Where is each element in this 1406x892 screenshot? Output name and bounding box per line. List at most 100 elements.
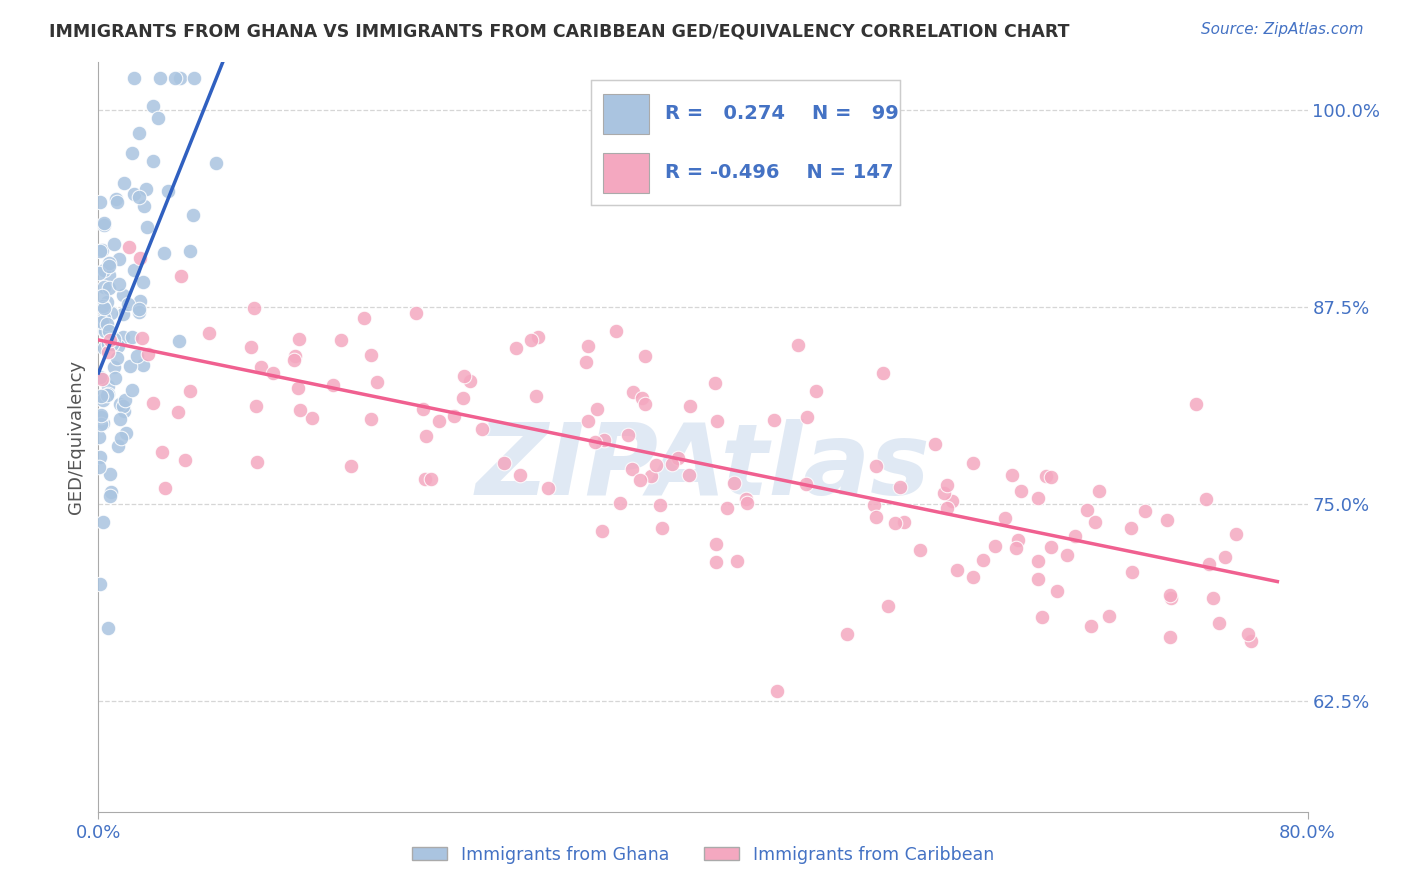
Point bbox=[163, 71, 186, 86]
Point bbox=[90, 289, 112, 303]
Point bbox=[583, 435, 606, 450]
Point bbox=[142, 154, 165, 169]
Point bbox=[96, 317, 118, 331]
Point bbox=[89, 244, 111, 258]
Point bbox=[634, 349, 657, 363]
Point bbox=[420, 472, 443, 486]
Point bbox=[288, 403, 311, 417]
Point bbox=[666, 451, 689, 466]
Point bbox=[97, 337, 120, 351]
Point bbox=[183, 208, 205, 222]
Point bbox=[591, 524, 613, 538]
Point bbox=[89, 430, 111, 444]
Point bbox=[1201, 591, 1223, 605]
Point bbox=[835, 627, 858, 641]
Point bbox=[616, 428, 638, 442]
Point bbox=[87, 460, 110, 475]
Point bbox=[889, 480, 911, 494]
Point bbox=[1225, 527, 1247, 541]
Point bbox=[946, 563, 969, 577]
Point bbox=[89, 408, 111, 422]
Point bbox=[122, 71, 145, 86]
Point bbox=[1007, 533, 1029, 547]
Point bbox=[651, 521, 673, 535]
Point bbox=[283, 353, 305, 368]
Point bbox=[1076, 503, 1098, 517]
Point bbox=[704, 556, 727, 570]
Point bbox=[262, 366, 284, 380]
FancyBboxPatch shape bbox=[603, 94, 650, 134]
Point bbox=[103, 359, 125, 374]
Point bbox=[128, 190, 150, 204]
Point bbox=[118, 359, 141, 373]
Point bbox=[1133, 504, 1156, 518]
Point bbox=[91, 315, 114, 329]
Point bbox=[519, 333, 541, 347]
Point bbox=[941, 494, 963, 508]
Point bbox=[1040, 470, 1063, 484]
Point bbox=[104, 370, 127, 384]
Point bbox=[458, 374, 481, 388]
Point bbox=[716, 501, 738, 516]
Point bbox=[94, 324, 117, 338]
Point bbox=[453, 391, 475, 405]
Point bbox=[108, 397, 131, 411]
Point bbox=[1208, 616, 1230, 631]
Point bbox=[96, 388, 118, 402]
Text: IMMIGRANTS FROM GHANA VS IMMIGRANTS FROM CARIBBEAN GED/EQUIVALENCY CORRELATION C: IMMIGRANTS FROM GHANA VS IMMIGRANTS FROM… bbox=[49, 22, 1070, 40]
Point bbox=[173, 453, 195, 467]
Point bbox=[575, 355, 598, 369]
Point bbox=[166, 405, 188, 419]
Point bbox=[91, 392, 114, 407]
Point bbox=[1156, 513, 1178, 527]
Point bbox=[1031, 609, 1053, 624]
Point bbox=[962, 569, 984, 583]
Point bbox=[129, 293, 152, 308]
Point bbox=[111, 287, 134, 301]
Point bbox=[100, 305, 122, 319]
Point bbox=[91, 515, 114, 529]
Point bbox=[197, 326, 219, 341]
Point bbox=[1088, 483, 1111, 498]
Point bbox=[100, 485, 122, 500]
Point bbox=[89, 389, 111, 403]
Point bbox=[1159, 630, 1181, 644]
Point bbox=[765, 683, 787, 698]
Point bbox=[453, 368, 475, 383]
Point bbox=[1084, 515, 1107, 529]
Point bbox=[118, 240, 141, 254]
Point bbox=[100, 490, 122, 504]
Point bbox=[1005, 541, 1028, 556]
Point bbox=[117, 297, 139, 311]
Point bbox=[98, 259, 121, 273]
Point bbox=[108, 411, 131, 425]
Point bbox=[413, 471, 436, 485]
Point bbox=[112, 176, 135, 190]
Point bbox=[621, 385, 644, 400]
Point bbox=[1121, 565, 1143, 579]
Point bbox=[107, 339, 129, 353]
Point bbox=[105, 194, 128, 209]
Point bbox=[704, 537, 727, 551]
Point bbox=[863, 498, 886, 512]
Point bbox=[934, 485, 956, 500]
Legend: Immigrants from Ghana, Immigrants from Caribbean: Immigrants from Ghana, Immigrants from C… bbox=[405, 838, 1001, 871]
Point bbox=[330, 333, 353, 347]
Point bbox=[723, 476, 745, 491]
Point bbox=[524, 389, 547, 403]
Point bbox=[122, 262, 145, 277]
Point bbox=[630, 473, 652, 487]
Point bbox=[121, 146, 143, 161]
Point bbox=[592, 433, 614, 447]
Point bbox=[1046, 584, 1069, 599]
Point bbox=[105, 351, 128, 366]
Point bbox=[509, 467, 531, 482]
Point bbox=[107, 277, 129, 292]
Point bbox=[353, 310, 375, 325]
Point bbox=[605, 325, 627, 339]
Y-axis label: GED/Equivalency: GED/Equivalency bbox=[66, 360, 84, 514]
Point bbox=[135, 181, 157, 195]
Point bbox=[103, 237, 125, 252]
Point bbox=[984, 539, 1007, 553]
Point bbox=[128, 301, 150, 316]
